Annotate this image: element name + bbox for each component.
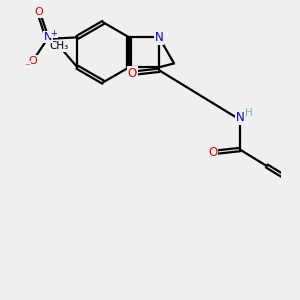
Text: O: O — [28, 56, 37, 66]
Text: O: O — [128, 67, 137, 80]
Text: N: N — [236, 111, 244, 124]
Text: ⁻: ⁻ — [24, 62, 30, 72]
Text: O: O — [208, 146, 218, 159]
Text: +: + — [51, 29, 57, 38]
Text: N: N — [44, 32, 52, 42]
Text: H: H — [245, 108, 253, 118]
Text: N: N — [155, 31, 164, 44]
Text: CH₃: CH₃ — [50, 41, 69, 51]
Text: O: O — [34, 7, 43, 17]
